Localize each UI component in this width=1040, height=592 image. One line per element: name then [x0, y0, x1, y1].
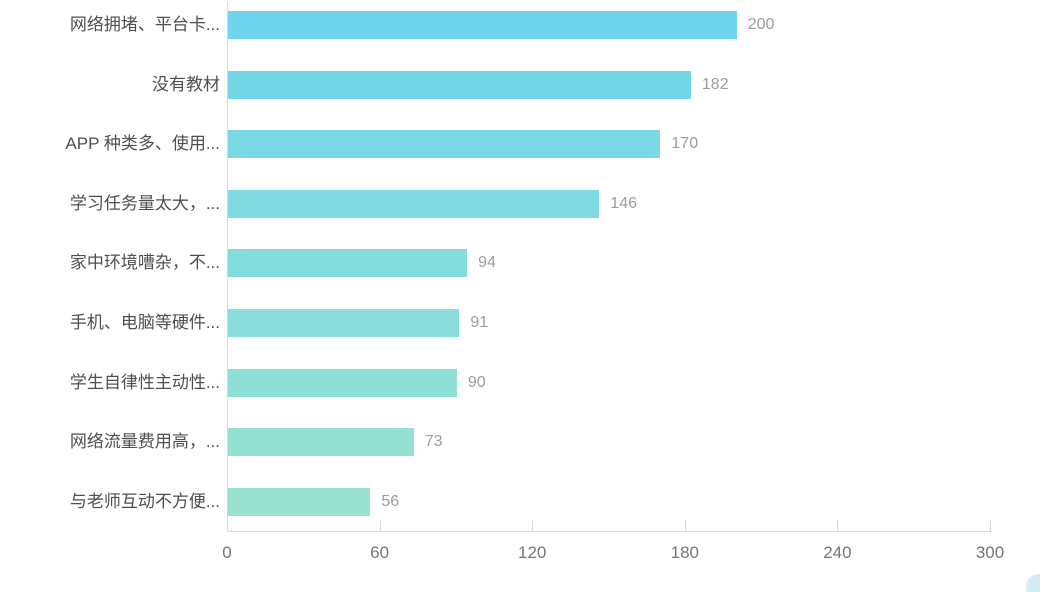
- value-label: 182: [701, 75, 729, 93]
- value-label: 170: [671, 135, 699, 153]
- x-axis-tick-mark: [837, 520, 839, 531]
- value-label: 73: [424, 433, 443, 451]
- x-axis-tick-label: 60: [370, 543, 390, 562]
- x-axis-tick-label: 300: [975, 543, 1005, 562]
- category-label: 手机、电脑等硬件...: [69, 313, 220, 332]
- category-label: APP 种类多、使用...: [65, 134, 220, 154]
- bar: [228, 487, 371, 516]
- x-axis-tick-label: 0: [222, 543, 232, 562]
- bar: [228, 189, 600, 218]
- category-label: 家中环境嘈杂，不...: [69, 253, 220, 273]
- x-axis-tick-mark: [684, 520, 686, 531]
- x-axis-tick-mark: [379, 520, 381, 531]
- x-axis-tick-label: 120: [518, 543, 547, 562]
- value-label: 90: [467, 373, 486, 391]
- value-label: 91: [470, 314, 489, 331]
- category-label: 网络拥堵、平台卡...: [69, 15, 220, 34]
- x-axis-tick-label: 240: [823, 543, 852, 562]
- category-label: 学习任务量太大，...: [69, 193, 220, 213]
- category-label: 学生自律性主动性...: [69, 372, 220, 392]
- value-label: 56: [381, 492, 400, 510]
- corner-artifact: [1026, 574, 1040, 592]
- category-label: 没有教材: [152, 74, 220, 94]
- value-label: 94: [478, 254, 496, 272]
- bar: [228, 11, 737, 39]
- value-label: 146: [610, 194, 637, 212]
- bar: [228, 428, 414, 457]
- category-label: 网络流量费用高，...: [69, 432, 220, 452]
- category-axis-line: [227, 2, 228, 531]
- bar: [228, 368, 457, 397]
- bar: [228, 70, 691, 99]
- bar: [228, 309, 460, 337]
- value-axis-line: [227, 531, 992, 532]
- value-label: 200: [747, 16, 775, 33]
- x-axis-tick-mark: [990, 520, 991, 531]
- x-axis-tick-mark: [532, 520, 534, 531]
- bar: [228, 249, 468, 278]
- bar: [228, 130, 661, 159]
- x-axis-tick-label: 180: [670, 543, 699, 562]
- category-label: 与老师互动不方便...: [69, 491, 220, 511]
